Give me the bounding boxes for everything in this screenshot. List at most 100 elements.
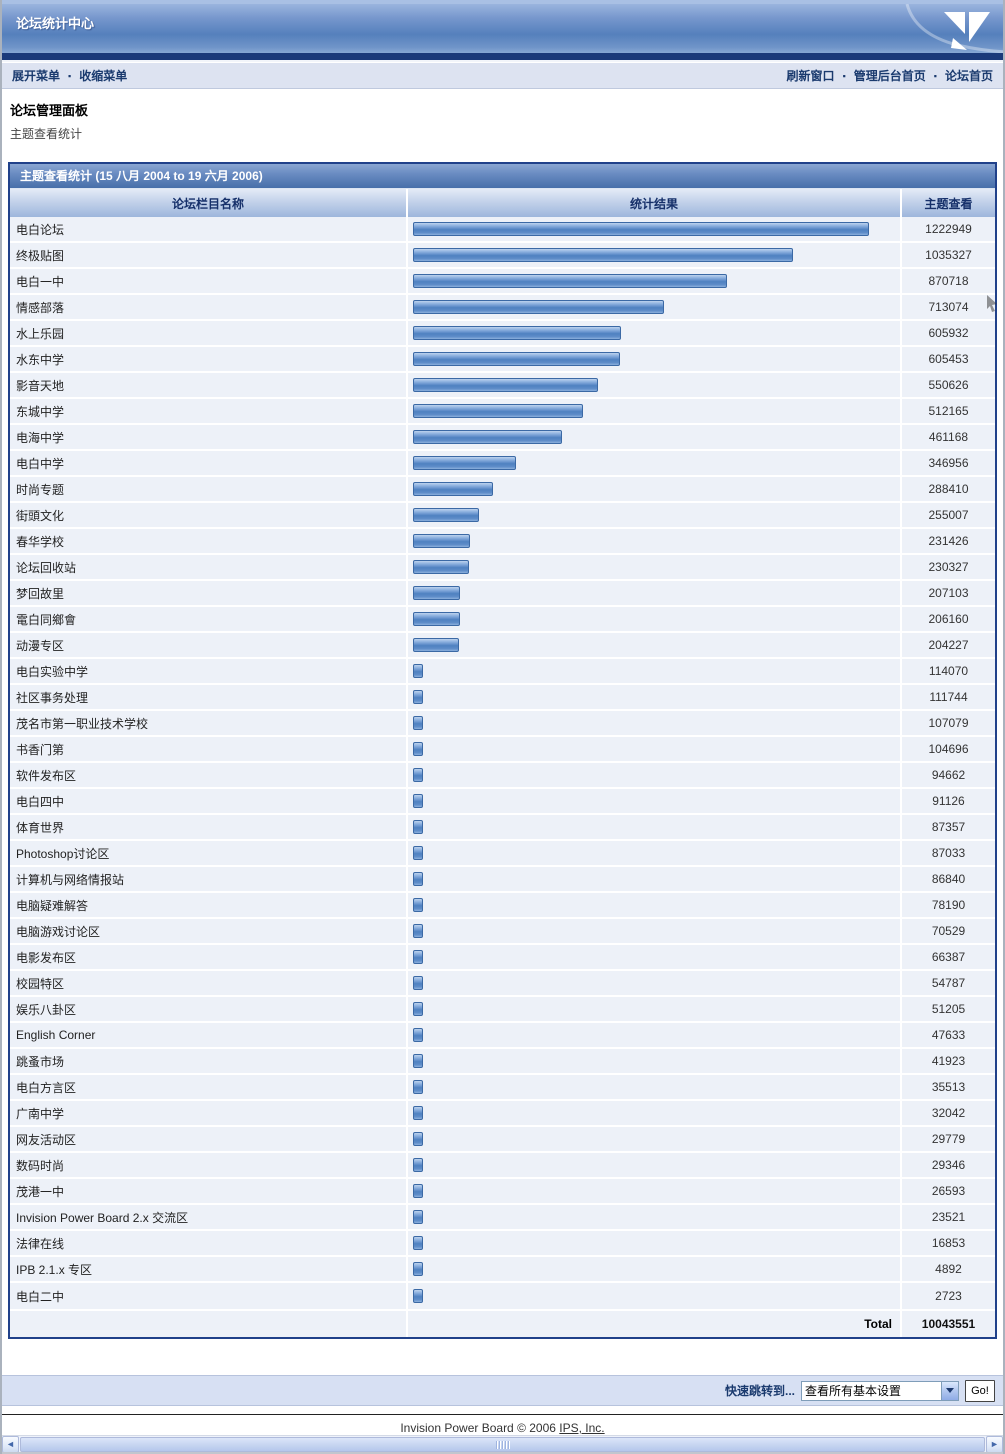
forum-name-cell: 跳蚤市场 bbox=[16, 1054, 65, 1069]
stats-cell bbox=[406, 737, 900, 761]
views-cell: 230327 bbox=[900, 555, 995, 579]
views-cell: 2723 bbox=[900, 1283, 995, 1309]
stats-cell bbox=[406, 321, 900, 345]
stats-cell bbox=[406, 373, 900, 397]
table-row: 梦回故里 207103 bbox=[10, 581, 995, 607]
column-header-forum-name: 论坛栏目名称 bbox=[10, 189, 406, 217]
forum-name-cell: 数码时尚 bbox=[16, 1158, 65, 1173]
ips-link[interactable]: IPS, Inc. bbox=[559, 1421, 605, 1435]
forum-name-cell: English Corner bbox=[16, 1028, 96, 1042]
forum-name-cell: 电白实验中学 bbox=[16, 664, 89, 679]
forum-name-cell: 水上乐园 bbox=[16, 326, 65, 341]
divider bbox=[2, 60, 1003, 62]
views-cell: 605932 bbox=[900, 321, 995, 345]
menu-separator: ▪ bbox=[842, 70, 846, 81]
stat-bar bbox=[413, 872, 423, 886]
views-cell: 54787 bbox=[900, 971, 995, 995]
views-cell: 255007 bbox=[900, 503, 995, 527]
stat-bar bbox=[413, 846, 423, 860]
table-row: Photoshop讨论区 87033 bbox=[10, 841, 995, 867]
table-row: 電白同鄉會 206160 bbox=[10, 607, 995, 633]
table-row: 情感部落 713074 bbox=[10, 295, 995, 321]
stat-bar bbox=[413, 456, 516, 470]
table-row: 体育世界 87357 bbox=[10, 815, 995, 841]
views-cell: 26593 bbox=[900, 1179, 995, 1203]
spacer bbox=[2, 1339, 1003, 1375]
stats-cell bbox=[406, 1049, 900, 1073]
table-header-row: 论坛栏目名称 统计结果 主题查看 bbox=[10, 189, 995, 217]
table-row: 水东中学 605453 bbox=[10, 347, 995, 373]
stat-bar bbox=[413, 1080, 423, 1094]
stat-bar bbox=[413, 482, 493, 496]
stat-bar bbox=[413, 1184, 423, 1198]
stats-table: 主题查看统计 (15 八月 2004 to 19 六月 2006) 论坛栏目名称… bbox=[8, 162, 997, 1339]
table-row: 计算机与网络情报站 86840 bbox=[10, 867, 995, 893]
column-header-stats: 统计结果 bbox=[406, 189, 900, 217]
table-row: Invision Power Board 2.x 交流区 23521 bbox=[10, 1205, 995, 1231]
stats-cell bbox=[406, 1127, 900, 1151]
stat-bar bbox=[413, 638, 459, 652]
stats-cell bbox=[406, 867, 900, 891]
scrollbar-thumb[interactable] bbox=[20, 1436, 985, 1452]
stats-cell bbox=[406, 269, 900, 293]
views-cell: 23521 bbox=[900, 1205, 995, 1229]
forum-name-cell: 电影发布区 bbox=[16, 950, 77, 965]
forum-name-cell: 社区事务处理 bbox=[16, 690, 89, 705]
scroll-left-button[interactable]: ◄ bbox=[2, 1435, 19, 1453]
views-cell: 605453 bbox=[900, 347, 995, 371]
stat-bar bbox=[413, 924, 423, 938]
views-cell: 29346 bbox=[900, 1153, 995, 1177]
stats-cell bbox=[406, 893, 900, 917]
stat-bar bbox=[413, 560, 469, 574]
horizontal-scrollbar[interactable]: ◄ ► bbox=[2, 1435, 1003, 1453]
stats-cell bbox=[406, 945, 900, 969]
stats-cell bbox=[406, 1257, 900, 1281]
views-cell: 1035327 bbox=[900, 243, 995, 267]
stat-bar bbox=[413, 1210, 423, 1224]
stat-bar bbox=[413, 404, 583, 418]
quickjump-select[interactable]: 查看所有基本设置 bbox=[801, 1380, 959, 1401]
stat-bar bbox=[413, 430, 562, 444]
table-row: 电影发布区 66387 bbox=[10, 945, 995, 971]
forum-name-cell: 电脑游戏讨论区 bbox=[16, 924, 101, 939]
stat-bar bbox=[413, 664, 423, 678]
table-row: 街頭文化 255007 bbox=[10, 503, 995, 529]
stats-cell bbox=[406, 763, 900, 787]
forum-name-cell: 电白一中 bbox=[16, 274, 65, 289]
forum-name-cell: 電白同鄉會 bbox=[16, 612, 77, 627]
views-cell: 107079 bbox=[900, 711, 995, 735]
stats-cell bbox=[406, 659, 900, 683]
stat-bar bbox=[413, 1054, 423, 1068]
table-title: 主题查看统计 (15 八月 2004 to 19 六月 2006) bbox=[10, 164, 995, 189]
forum-name-cell: 春华学校 bbox=[16, 534, 65, 549]
forum-name-cell: IPB 2.1.x 专区 bbox=[16, 1262, 93, 1277]
menu-admin-home-link[interactable]: 管理后台首页 bbox=[853, 69, 926, 83]
views-cell: 206160 bbox=[900, 607, 995, 631]
menu-expand-link[interactable]: 展开菜单 bbox=[12, 69, 61, 83]
menu-separator: ▪ bbox=[68, 70, 72, 81]
top-edge-strip bbox=[2, 0, 1003, 4]
stats-cell bbox=[406, 633, 900, 657]
forum-name-cell: 时尚专题 bbox=[16, 482, 65, 497]
menubar: 展开菜单 ▪ 收缩菜单 刷新窗口 ▪ 管理后台首页 ▪ 论坛首页 bbox=[2, 62, 1003, 89]
forum-name-cell: 法律在线 bbox=[16, 1236, 65, 1251]
stat-bar bbox=[413, 612, 460, 626]
forum-name-cell: 软件发布区 bbox=[16, 768, 77, 783]
stat-bar bbox=[413, 1158, 423, 1172]
stats-cell bbox=[406, 503, 900, 527]
scroll-right-button[interactable]: ► bbox=[986, 1435, 1003, 1453]
stats-cell bbox=[406, 1231, 900, 1255]
table-row: IPB 2.1.x 专区 4892 bbox=[10, 1257, 995, 1283]
stat-bar bbox=[413, 222, 869, 236]
views-cell: 550626 bbox=[900, 373, 995, 397]
menu-refresh-window-link[interactable]: 刷新窗口 bbox=[786, 69, 835, 83]
go-button[interactable]: Go! bbox=[965, 1379, 995, 1402]
menu-collapse-link[interactable]: 收缩菜单 bbox=[79, 69, 128, 83]
scrollbar-grip bbox=[495, 1440, 510, 1449]
forum-name-cell: 梦回故里 bbox=[16, 586, 65, 601]
select-dropdown-button[interactable] bbox=[941, 1381, 958, 1400]
menu-forum-home-link[interactable]: 论坛首页 bbox=[944, 69, 993, 83]
views-cell: 94662 bbox=[900, 763, 995, 787]
footer-text: Invision Power Board © 2006 bbox=[400, 1421, 560, 1435]
